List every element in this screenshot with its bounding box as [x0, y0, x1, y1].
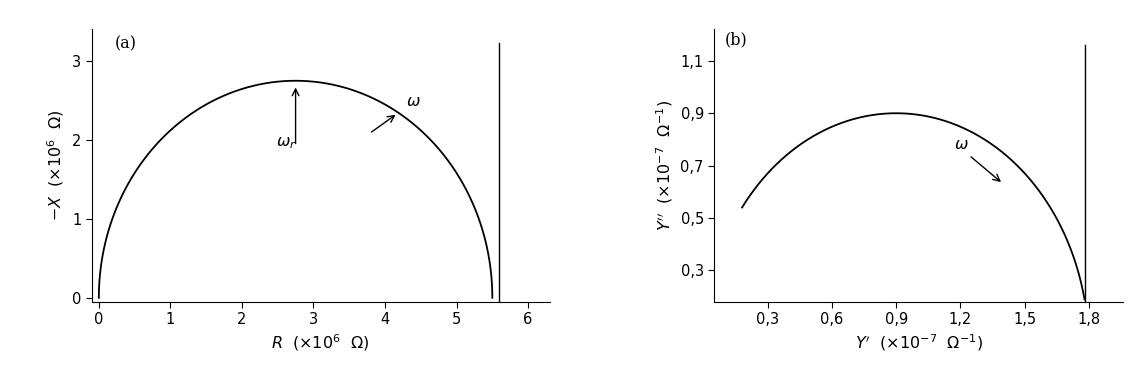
- Y-axis label: $-X$  ($\times 10^6$  $\Omega$): $-X$ ($\times 10^6$ $\Omega$): [46, 110, 66, 222]
- Y-axis label: $Y''$  ($\times 10^{-7}$  $\Omega^{-1}$): $Y''$ ($\times 10^{-7}$ $\Omega^{-1}$): [654, 100, 675, 231]
- Text: $\omega_r$: $\omega_r$: [276, 134, 297, 151]
- X-axis label: $R$  ($\times 10^6$  $\Omega$): $R$ ($\times 10^6$ $\Omega$): [272, 333, 370, 353]
- Text: (a): (a): [115, 35, 136, 52]
- Text: $\omega$: $\omega$: [407, 93, 422, 110]
- Text: $\omega$: $\omega$: [955, 136, 970, 153]
- Text: (b): (b): [725, 31, 747, 49]
- X-axis label: $Y'$  ($\times 10^{-7}$  $\Omega^{-1}$): $Y'$ ($\times 10^{-7}$ $\Omega^{-1}$): [855, 333, 983, 353]
